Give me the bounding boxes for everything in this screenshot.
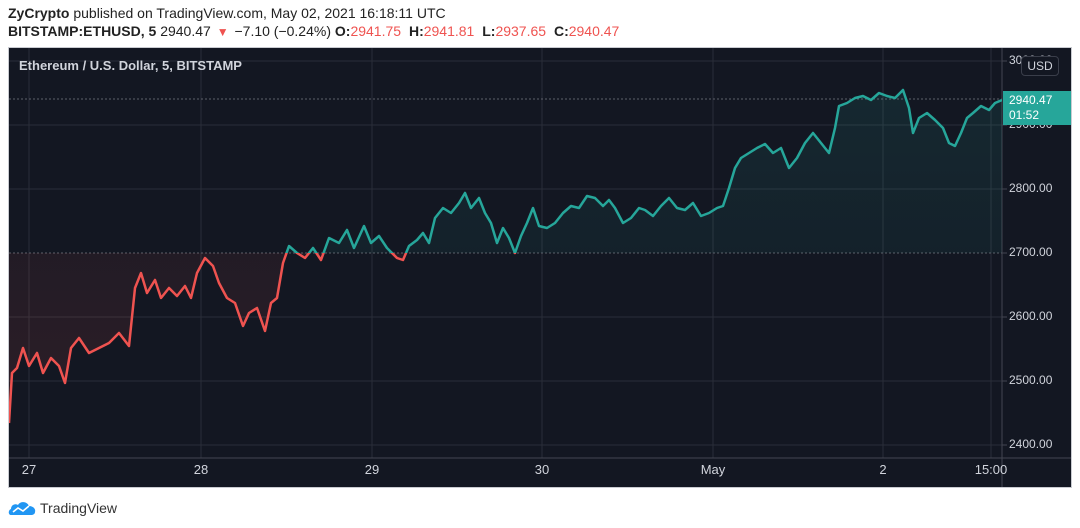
time-tick: 28 bbox=[193, 462, 209, 477]
price-tick: 2500.00 bbox=[1009, 373, 1053, 387]
down-triangle-icon: ▼ bbox=[216, 25, 229, 39]
time-tick: 29 bbox=[364, 462, 380, 477]
last-price: 2940.47 bbox=[160, 23, 211, 39]
last-price-value: 2940.47 bbox=[1009, 93, 1053, 107]
published-text: published on TradingView.com, May 02, 20… bbox=[73, 5, 446, 21]
low-value: 2937.65 bbox=[495, 23, 547, 39]
time-tick: 15:00 bbox=[974, 462, 1008, 477]
price-tick: 2800.00 bbox=[1009, 181, 1053, 195]
author-name: ZyCrypto bbox=[8, 5, 70, 21]
close-label: C: bbox=[553, 23, 569, 39]
open-value: 2941.75 bbox=[350, 23, 402, 39]
chart-legend: Ethereum / U.S. Dollar, 5, BITSTAMP bbox=[19, 58, 242, 73]
time-tick: 30 bbox=[534, 462, 550, 477]
symbol-label: BITSTAMP:ETHUSD, 5 bbox=[8, 23, 157, 39]
high-label: H: bbox=[408, 23, 424, 39]
price-tick: 2700.00 bbox=[1009, 245, 1053, 259]
price-change: −7.10 (−0.24%) bbox=[234, 23, 331, 39]
price-line-up bbox=[285, 88, 1002, 253]
chart-frame[interactable]: Ethereum / U.S. Dollar, 5, BITSTAMP 3000… bbox=[8, 47, 1072, 488]
tradingview-cloud-icon bbox=[8, 502, 36, 515]
time-tick: 2 bbox=[879, 462, 887, 477]
price-line-down bbox=[9, 253, 517, 424]
high-value: 2941.81 bbox=[423, 23, 475, 39]
low-label: L: bbox=[482, 23, 496, 39]
open-label: O: bbox=[334, 23, 351, 39]
time-tick: 27 bbox=[21, 462, 37, 477]
price-tick: 2600.00 bbox=[1009, 309, 1053, 323]
last-price-label: 2940.47 01:52 bbox=[1003, 91, 1071, 125]
currency-button[interactable]: USD bbox=[1021, 56, 1059, 76]
ohlc-bar: BITSTAMP:ETHUSD, 5 2940.47 ▼ −7.10 (−0.2… bbox=[8, 23, 623, 39]
close-value: 2940.47 bbox=[568, 23, 620, 39]
time-tick: May bbox=[700, 462, 726, 477]
bar-countdown: 01:52 bbox=[1009, 108, 1040, 122]
chart-canvas[interactable] bbox=[9, 48, 1072, 488]
price-tick: 2400.00 bbox=[1009, 437, 1053, 451]
footer-brand[interactable]: TradingView bbox=[8, 500, 117, 516]
brand-name: TradingView bbox=[40, 500, 118, 516]
publish-info: ZyCrypto published on TradingView.com, M… bbox=[8, 5, 446, 21]
